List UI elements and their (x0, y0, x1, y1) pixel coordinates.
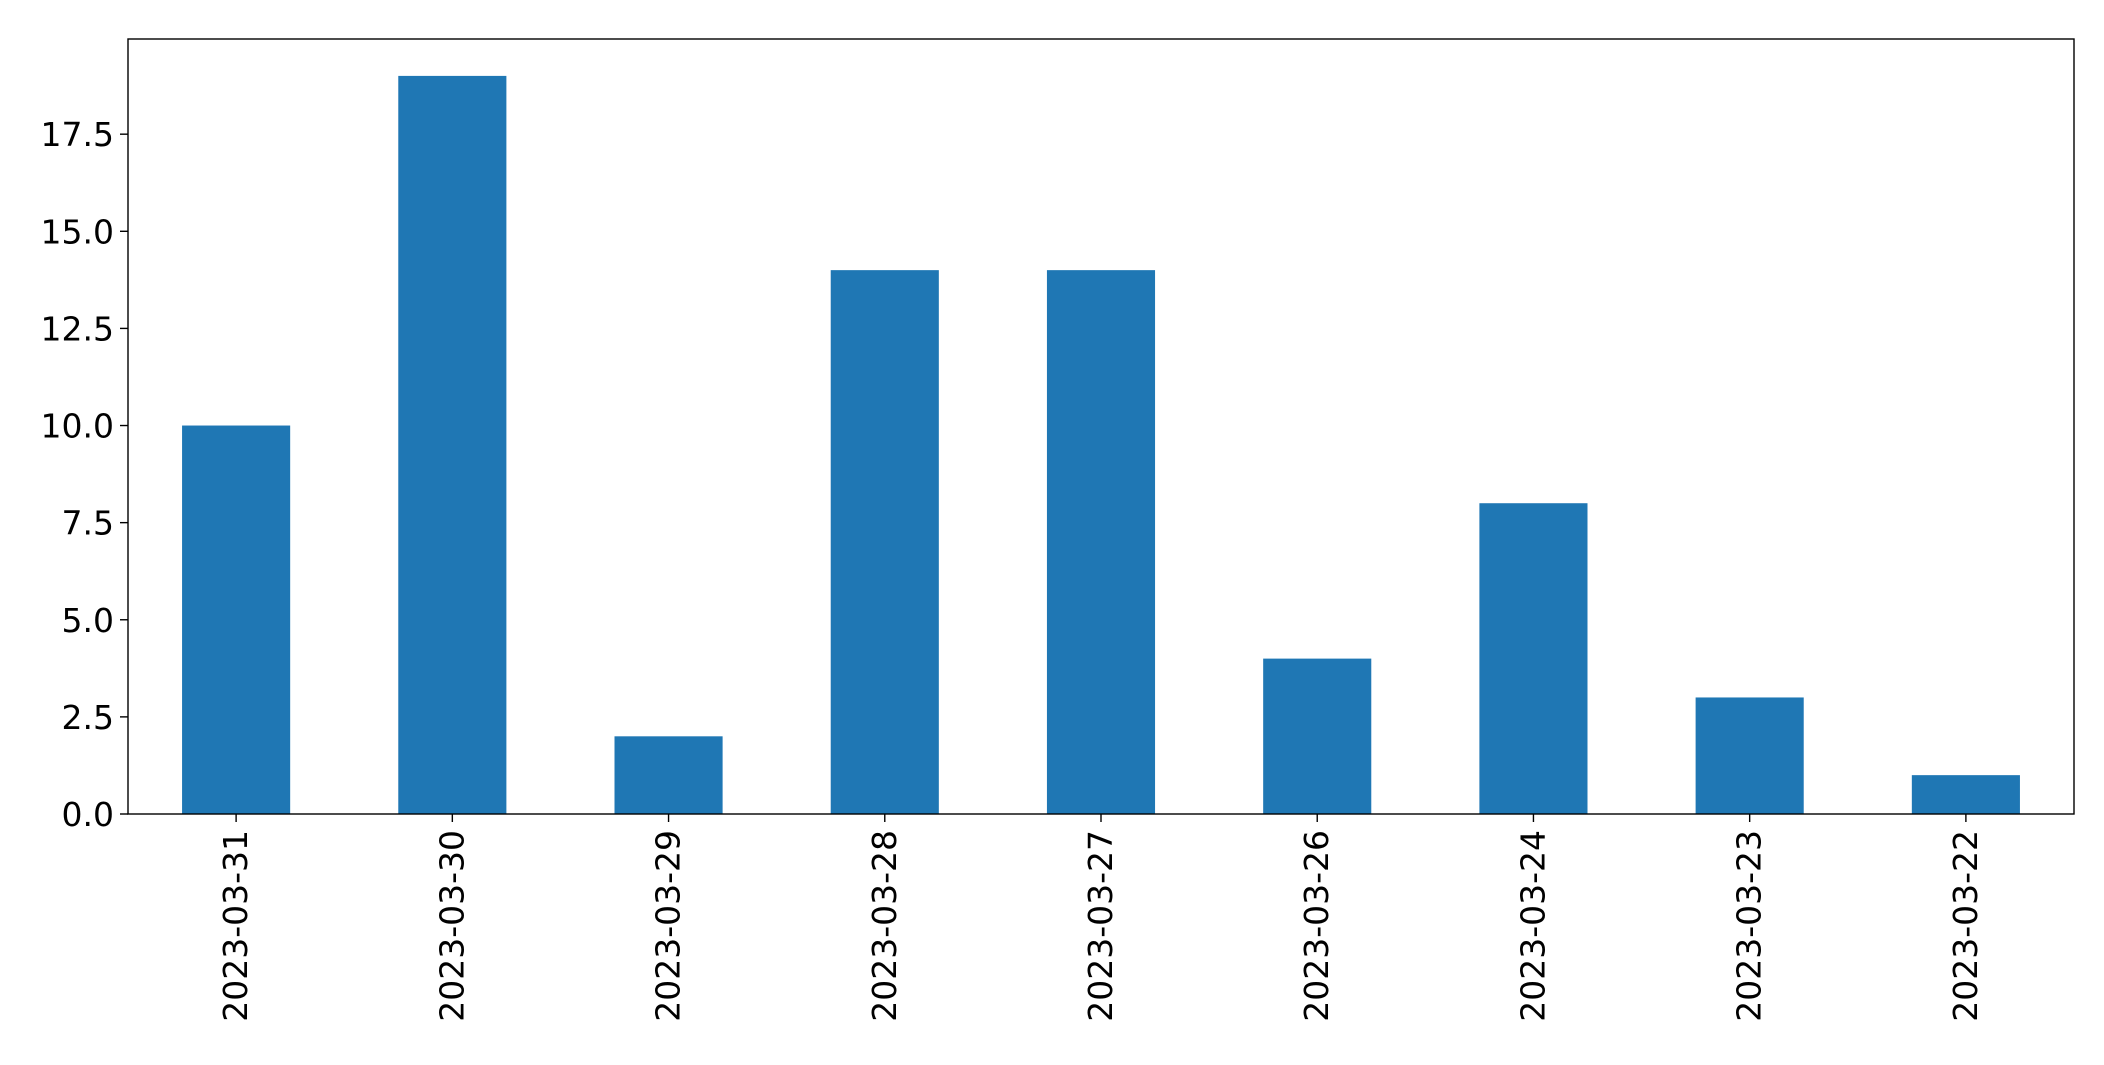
bar-2023-03-23 (1695, 697, 1804, 814)
y-axis: 0.0 2.5 5.0 7.5 10.0 12.5 15.0 17.5 (41, 115, 128, 834)
x-tick-label: 2023-03-22 (1946, 830, 1985, 1022)
y-tick-label: 5.0 (62, 601, 114, 640)
bar-2023-03-24 (1479, 503, 1588, 814)
bar-2023-03-30 (398, 75, 507, 814)
bar-2023-03-26 (1263, 658, 1372, 814)
y-tick-label: 7.5 (62, 504, 114, 543)
bar-2023-03-28 (830, 270, 939, 814)
y-tick-label: 2.5 (62, 698, 114, 737)
x-axis: 2023-03-31 2023-03-30 2023-03-29 2023-03-28… (216, 814, 1985, 1022)
x-tick-label: 2023-03-31 (216, 830, 255, 1022)
x-tick-label: 2023-03-26 (1297, 830, 1336, 1022)
x-tick-label: 2023-03-28 (865, 830, 904, 1022)
x-tick-label: 2023-03-24 (1513, 830, 1552, 1022)
y-tick-label: 12.5 (41, 309, 114, 348)
bar-2023-03-29 (614, 736, 723, 814)
bars-group (182, 75, 2020, 814)
x-tick-label: 2023-03-29 (649, 830, 688, 1022)
y-tick-label: 10.0 (41, 407, 114, 446)
bar-2023-03-31 (182, 425, 291, 814)
x-tick-label: 2023-03-23 (1730, 830, 1769, 1022)
y-tick-label: 17.5 (41, 115, 114, 154)
x-tick-label: 2023-03-27 (1081, 830, 1120, 1022)
bar-2023-03-27 (1046, 270, 1156, 814)
x-tick-label: 2023-03-30 (432, 830, 471, 1022)
y-tick-label: 15.0 (41, 212, 114, 251)
bar-2023-03-22 (1911, 775, 2020, 814)
y-tick-label: 0.0 (62, 795, 114, 834)
